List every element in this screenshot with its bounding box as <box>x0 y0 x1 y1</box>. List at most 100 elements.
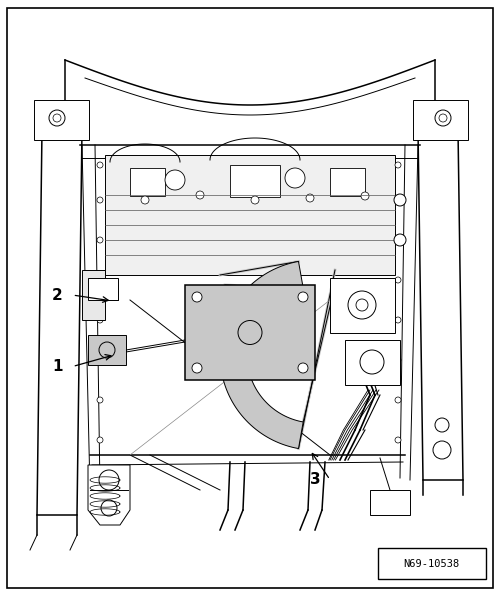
Ellipse shape <box>435 402 449 412</box>
Circle shape <box>97 237 103 243</box>
Circle shape <box>395 197 401 203</box>
Circle shape <box>97 317 103 323</box>
Circle shape <box>101 500 117 516</box>
Ellipse shape <box>435 458 449 467</box>
Circle shape <box>435 110 451 126</box>
Circle shape <box>192 292 202 302</box>
Ellipse shape <box>53 162 67 172</box>
Ellipse shape <box>53 143 67 153</box>
Ellipse shape <box>53 346 67 356</box>
Ellipse shape <box>435 421 449 430</box>
Bar <box>335 290 370 330</box>
Ellipse shape <box>53 309 67 319</box>
Circle shape <box>97 357 103 363</box>
Ellipse shape <box>53 383 67 393</box>
Circle shape <box>395 397 401 403</box>
Bar <box>185 285 315 380</box>
Ellipse shape <box>435 365 449 375</box>
Ellipse shape <box>53 217 67 227</box>
Circle shape <box>394 234 406 246</box>
Ellipse shape <box>53 476 67 486</box>
Ellipse shape <box>435 383 449 393</box>
Circle shape <box>348 291 376 319</box>
Ellipse shape <box>53 198 67 209</box>
Circle shape <box>298 363 308 373</box>
Circle shape <box>141 196 149 204</box>
Circle shape <box>285 168 305 188</box>
Circle shape <box>238 321 262 344</box>
Ellipse shape <box>53 439 67 449</box>
Circle shape <box>433 441 451 459</box>
Circle shape <box>192 363 202 373</box>
Bar <box>88 335 126 365</box>
Circle shape <box>97 197 103 203</box>
Circle shape <box>251 196 259 204</box>
Ellipse shape <box>53 365 67 375</box>
Ellipse shape <box>435 217 449 227</box>
Bar <box>330 168 365 196</box>
Ellipse shape <box>435 162 449 172</box>
Circle shape <box>394 194 406 206</box>
Circle shape <box>97 277 103 283</box>
Circle shape <box>395 437 401 443</box>
Ellipse shape <box>435 143 449 153</box>
Text: N69-10538: N69-10538 <box>404 559 460 569</box>
Text: 3: 3 <box>310 472 320 488</box>
Ellipse shape <box>53 421 67 430</box>
Ellipse shape <box>435 254 449 264</box>
Text: 2: 2 <box>52 287 63 303</box>
Ellipse shape <box>435 291 449 301</box>
Bar <box>105 155 395 275</box>
Circle shape <box>97 437 103 443</box>
Bar <box>378 548 486 579</box>
Text: 1: 1 <box>52 359 63 374</box>
Polygon shape <box>37 130 82 515</box>
Ellipse shape <box>53 495 67 504</box>
Circle shape <box>361 192 369 200</box>
Circle shape <box>395 317 401 323</box>
Polygon shape <box>80 140 420 490</box>
Circle shape <box>306 194 314 202</box>
Polygon shape <box>220 262 303 449</box>
Ellipse shape <box>435 235 449 246</box>
Ellipse shape <box>435 309 449 319</box>
Bar <box>130 168 165 196</box>
Ellipse shape <box>435 439 449 449</box>
Circle shape <box>360 350 384 374</box>
Ellipse shape <box>435 328 449 338</box>
Bar <box>34 100 89 140</box>
Ellipse shape <box>53 272 67 283</box>
Polygon shape <box>82 270 118 320</box>
Ellipse shape <box>53 458 67 467</box>
Ellipse shape <box>435 272 449 283</box>
Circle shape <box>395 162 401 168</box>
Circle shape <box>298 292 308 302</box>
Ellipse shape <box>435 346 449 356</box>
Ellipse shape <box>53 291 67 301</box>
Bar <box>370 490 410 515</box>
Bar <box>345 340 400 385</box>
Circle shape <box>99 470 119 490</box>
Circle shape <box>99 342 115 358</box>
Circle shape <box>49 110 65 126</box>
Circle shape <box>97 397 103 403</box>
Ellipse shape <box>53 402 67 412</box>
Polygon shape <box>88 465 130 525</box>
Polygon shape <box>418 130 463 480</box>
Circle shape <box>395 357 401 363</box>
Ellipse shape <box>53 254 67 264</box>
Bar <box>230 165 280 197</box>
Circle shape <box>356 299 368 311</box>
Circle shape <box>196 191 204 199</box>
Ellipse shape <box>435 198 449 209</box>
Bar <box>330 278 395 333</box>
Circle shape <box>395 237 401 243</box>
Ellipse shape <box>53 235 67 246</box>
Ellipse shape <box>53 328 67 338</box>
Ellipse shape <box>53 180 67 190</box>
Bar <box>88 278 118 300</box>
Circle shape <box>395 277 401 283</box>
Bar <box>413 100 468 140</box>
Ellipse shape <box>435 180 449 190</box>
Circle shape <box>165 170 185 190</box>
